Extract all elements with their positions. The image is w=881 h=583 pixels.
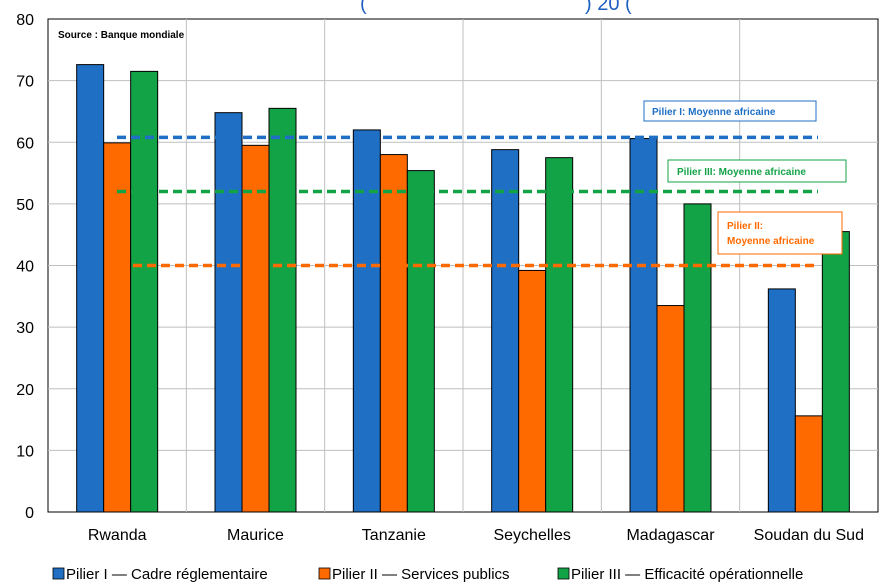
y-tick-label: 40 (16, 259, 34, 276)
y-tick-label: 0 (25, 505, 34, 522)
svg-text:Pilier I — Cadre réglementaire: Pilier I — Cadre réglementaire (66, 566, 268, 583)
x-tick-label: Maurice (227, 527, 284, 544)
x-tick-label: Seychelles (493, 527, 570, 544)
x-tick-label: Tanzanie (362, 527, 426, 544)
bar-soudan-du-sud-s3 (821, 231, 850, 513)
x-tick-label: Soudan du Sud (754, 527, 864, 544)
bar-seychelles-s2 (518, 269, 547, 513)
source-note: Source : Banque mondiale (58, 30, 185, 41)
bar-seychelles-s3 (545, 157, 574, 513)
y-axis-ticks: 0 10 20 30 40 50 60 70 80 (16, 12, 34, 522)
y-tick-label: 60 (16, 135, 34, 152)
bar-tanzanie-s2 (379, 154, 408, 513)
x-axis-labels: Rwanda Maurice Tanzanie Seychelles Madagasca… (88, 527, 864, 544)
svg-text:Moyenne africaine: Moyenne africaine (727, 236, 815, 247)
annotation-pilier-2: Pilier II: Moyenne africaine (717, 211, 843, 255)
y-tick-label: 30 (16, 320, 34, 337)
x-tick-label: Madagascar (626, 527, 715, 544)
annotation-pilier-1: Pilier I: Moyenne africaine (643, 100, 817, 122)
svg-text:Pilier III — Efficacité opérat: Pilier III — Efficacité opérationnelle (571, 566, 803, 583)
bar-maurice-s1 (214, 112, 243, 513)
svg-text:Pilier II:: Pilier II: (727, 221, 763, 232)
bar-madagascar-s1 (629, 138, 658, 513)
bars (76, 64, 850, 513)
bar-maurice-s2 (241, 144, 270, 513)
bar-madagascar-s2 (656, 305, 685, 513)
bar-rwanda-s1 (76, 64, 105, 513)
y-tick-label: 70 (16, 74, 34, 91)
bar-tanzanie-s3 (406, 170, 435, 513)
svg-text:Pilier III: Moyenne africaine: Pilier III: Moyenne africaine (677, 167, 806, 178)
bar-soudan-du-sud-s2 (794, 415, 823, 513)
svg-text:Pilier II — Services publics: Pilier II — Services publics (332, 566, 510, 583)
bar-rwanda-s3 (130, 70, 159, 513)
legend-item-pilier-2: Pilier II — Services publics (318, 566, 510, 583)
bar-seychelles-s1 (491, 149, 520, 513)
bar-rwanda-s2 (103, 142, 132, 513)
svg-text:Pilier I: Moyenne africaine: Pilier I: Moyenne africaine (652, 107, 776, 118)
annotation-pilier-3: Pilier III: Moyenne africaine (667, 159, 847, 183)
reference-lines (117, 135, 818, 268)
bar-maurice-s3 (268, 107, 297, 513)
x-tick-label: Rwanda (88, 527, 147, 544)
legend-item-pilier-1: Pilier I — Cadre réglementaire (52, 566, 268, 583)
bar-tanzanie-s1 (352, 129, 381, 513)
legend: Pilier I — Cadre réglementaire Pilier II… (52, 566, 803, 583)
y-tick-label: 20 (16, 382, 34, 399)
legend-item-pilier-3: Pilier III — Efficacité opérationnelle (557, 566, 803, 583)
y-tick-label: 50 (16, 197, 34, 214)
chart-title-right: ) 20 ( (585, 0, 632, 15)
y-tick-label: 80 (16, 12, 34, 29)
bar-soudan-du-sud-s1 (767, 288, 796, 513)
bar-madagascar-s3 (683, 203, 712, 513)
chart-title-left: ( (360, 0, 367, 15)
y-tick-label: 10 (16, 443, 34, 460)
